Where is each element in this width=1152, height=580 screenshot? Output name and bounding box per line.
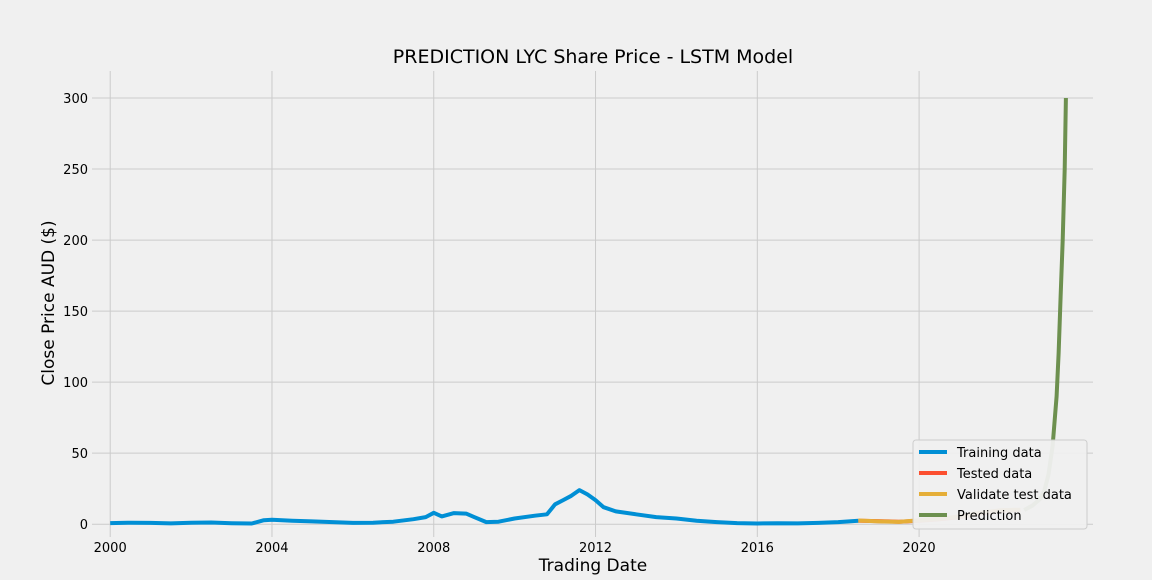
legend-label: Prediction bbox=[957, 509, 1022, 524]
y-axis-label: Close Price AUD ($) bbox=[39, 220, 59, 385]
y-tick-label: 100 bbox=[63, 376, 88, 391]
legend-box bbox=[912, 439, 1088, 530]
y-tick-label: 300 bbox=[63, 92, 88, 107]
y-axis-ticks: 0 50 100 150 200 250 300 bbox=[63, 92, 88, 533]
y-tick-label: 150 bbox=[63, 305, 88, 320]
legend-label: Tested data bbox=[956, 467, 1032, 482]
x-axis-label: Trading Date bbox=[538, 556, 647, 576]
x-tick-label: 2008 bbox=[417, 541, 450, 556]
x-tick-label: 2020 bbox=[903, 541, 936, 556]
x-tick-label: 2004 bbox=[255, 541, 288, 556]
x-tick-label: 2000 bbox=[94, 541, 127, 556]
series-line-training-data bbox=[110, 488, 859, 526]
chart-title: PREDICTION LYC Share Price - LSTM Model bbox=[393, 46, 793, 68]
y-tick-label: 200 bbox=[63, 234, 88, 249]
y-tick-label: 0 bbox=[80, 518, 88, 533]
x-tick-label: 2016 bbox=[741, 541, 774, 556]
x-axis-ticks: 2000 2004 2008 2012 2016 2020 bbox=[94, 541, 936, 556]
y-tick-label: 50 bbox=[71, 447, 88, 462]
legend: Training data Tested data Validate test da… bbox=[912, 439, 1088, 530]
legend-label: Validate test data bbox=[957, 488, 1072, 503]
legend-label: Training data bbox=[956, 446, 1042, 461]
y-tick-label: 250 bbox=[63, 163, 88, 178]
grid bbox=[92, 71, 1093, 537]
x-tick-label: 2012 bbox=[579, 541, 612, 556]
